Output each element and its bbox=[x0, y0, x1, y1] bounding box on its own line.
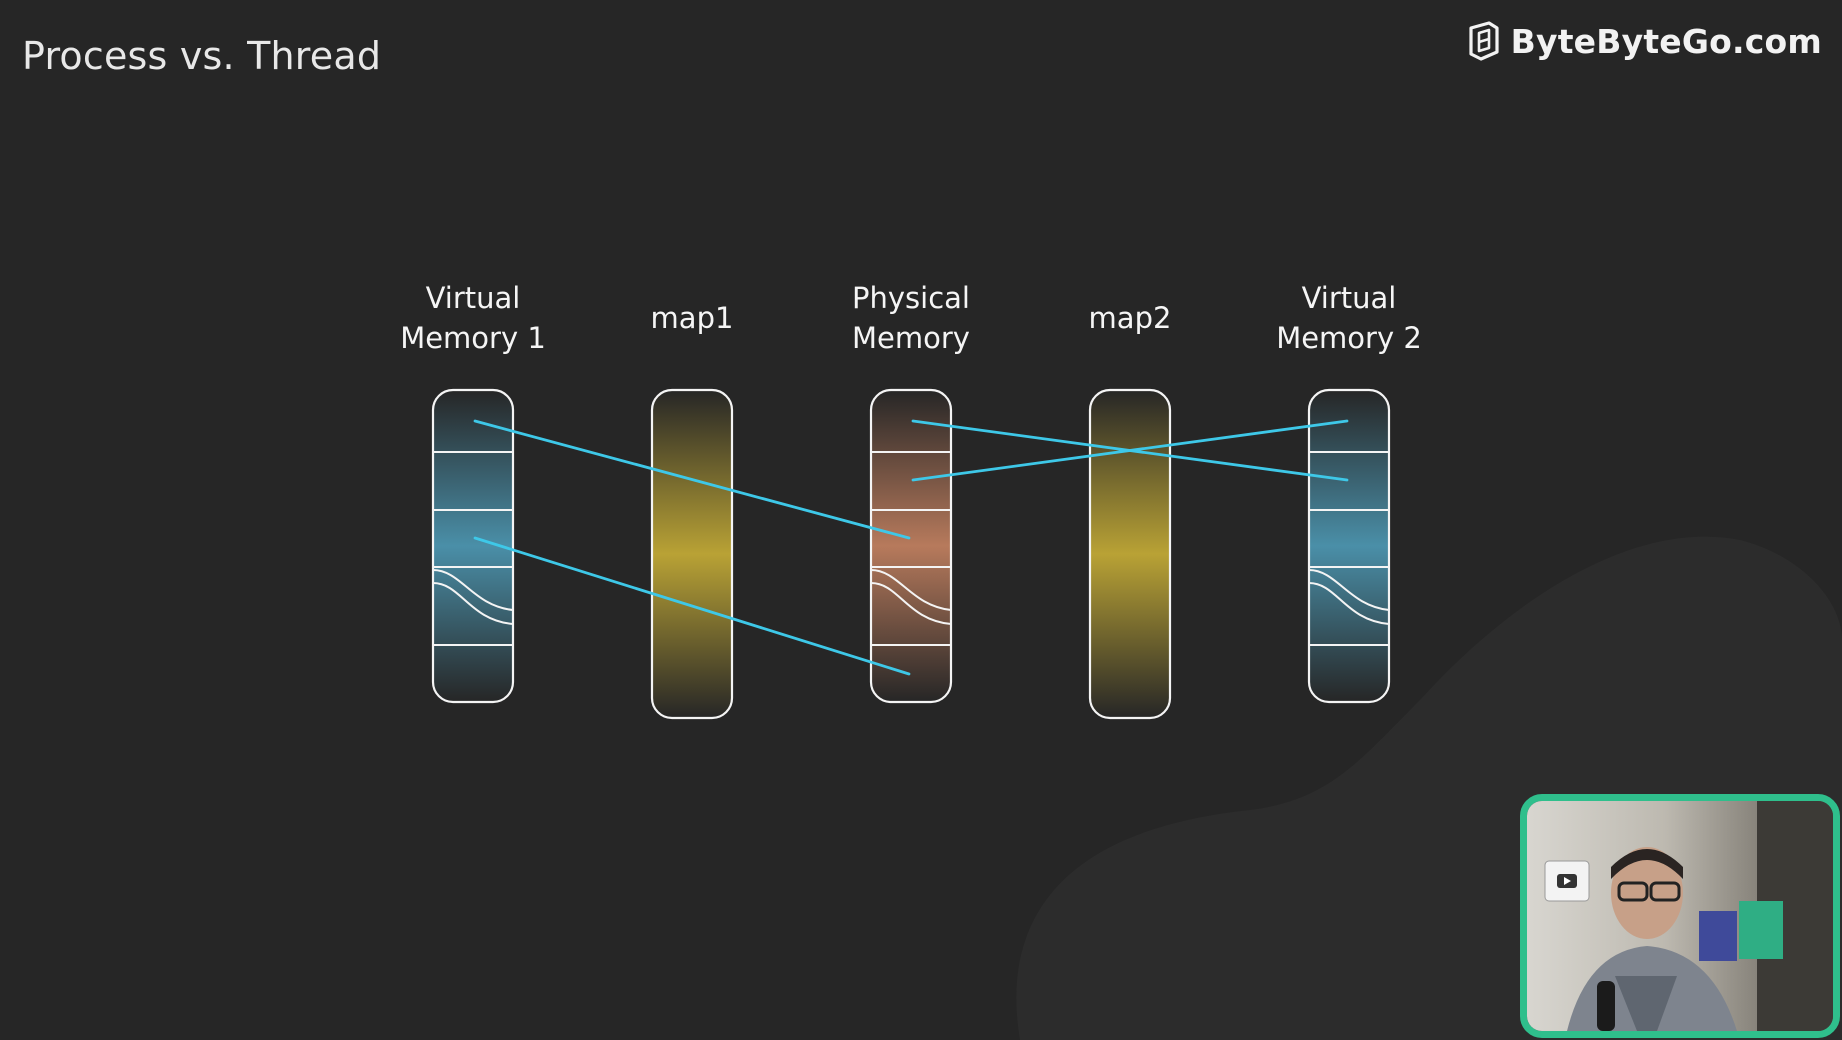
memory-gap-curve bbox=[432, 582, 514, 625]
map-table-map2 bbox=[1088, 388, 1172, 720]
memory-block-vm1 bbox=[431, 388, 515, 704]
presenter-image bbox=[1527, 801, 1833, 1031]
map-table-map1 bbox=[650, 388, 734, 720]
memory-gap-curve bbox=[870, 582, 952, 625]
mapping-line-vm1-to-pm bbox=[473, 536, 911, 676]
mapping-lines bbox=[473, 419, 1349, 676]
book-icon bbox=[1739, 901, 1783, 959]
column-label-pm: Physical Memory bbox=[852, 281, 970, 355]
memory-block-pm bbox=[869, 388, 953, 704]
memory-gap-curve bbox=[1308, 569, 1390, 611]
mapping-line-pm-to-vm2 bbox=[911, 419, 1349, 482]
column-label-map2: map2 bbox=[1088, 301, 1172, 335]
column-label-vm2: Virtual Memory 2 bbox=[1276, 281, 1422, 355]
memory-gap-curve bbox=[432, 569, 514, 611]
memory-gap-curve bbox=[1308, 582, 1390, 625]
bytebytego-logo-icon bbox=[1469, 21, 1499, 61]
memory-block-vm2 bbox=[1307, 388, 1391, 704]
column-label-map1: map1 bbox=[650, 301, 734, 335]
mapping-line-vm1-to-pm bbox=[473, 419, 911, 540]
column-label-vm1: Virtual Memory 1 bbox=[400, 281, 546, 355]
presenter-video[interactable] bbox=[1520, 794, 1840, 1038]
memory-gap-curve bbox=[870, 569, 952, 611]
brand-logo[interactable]: ByteByteGo.com bbox=[1467, 20, 1822, 62]
book-icon bbox=[1699, 911, 1737, 961]
microphone-icon bbox=[1597, 981, 1615, 1031]
brand-name: ByteByteGo.com bbox=[1510, 21, 1822, 61]
slide-title: Process vs. Thread bbox=[22, 34, 382, 78]
